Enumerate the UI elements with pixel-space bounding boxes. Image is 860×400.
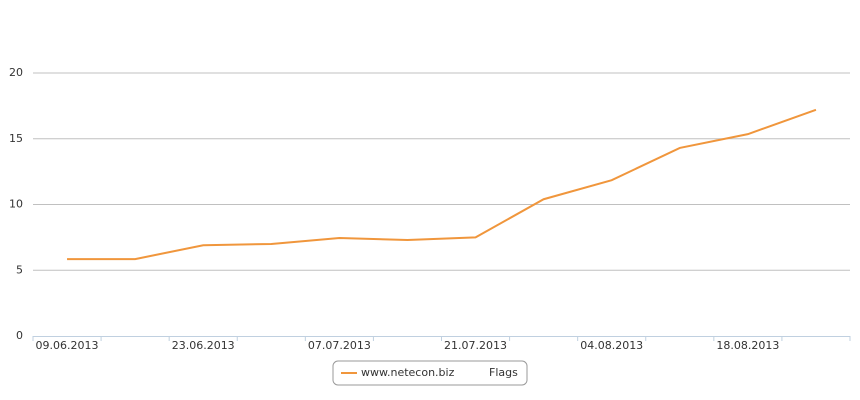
legend-label[interactable]: Flags (489, 366, 518, 379)
series-line (67, 108, 817, 261)
x-tick-label: 09.06.2013 (36, 339, 99, 352)
x-tick-label: 04.08.2013 (580, 339, 643, 352)
x-tick-label: 21.07.2013 (444, 339, 507, 352)
y-tick-label: 0 (16, 329, 23, 342)
x-tick-label: 18.08.2013 (716, 339, 779, 352)
x-tick-label: 07.07.2013 (308, 339, 371, 352)
y-tick-label: 20 (9, 66, 23, 79)
y-tick-label: 5 (16, 263, 23, 276)
x-tick-label: 23.06.2013 (172, 339, 235, 352)
legend-label[interactable]: www.netecon.biz (361, 366, 455, 379)
legend-box (332, 360, 528, 386)
y-tick-label: 10 (9, 198, 23, 211)
y-tick-label: 15 (9, 132, 23, 145)
